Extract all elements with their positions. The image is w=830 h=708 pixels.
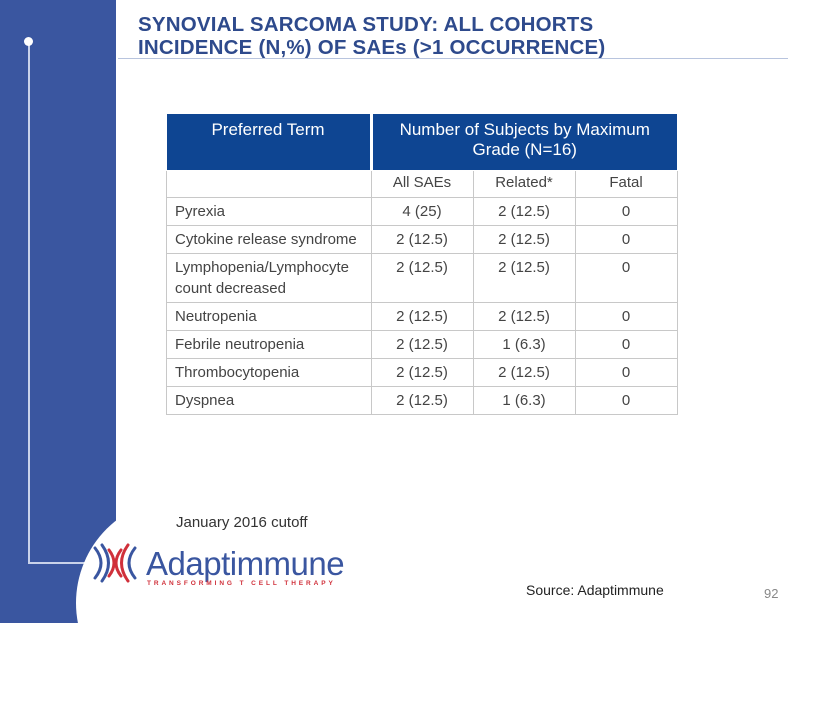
table-row: Febrile neutropenia 2 (12.5) 1 (6.3) 0 bbox=[166, 330, 678, 359]
sidebar-band bbox=[0, 0, 116, 623]
cell-related: 1 (6.3) bbox=[472, 330, 576, 359]
cell-term: Neutropenia bbox=[166, 302, 372, 331]
logo-wordmark: Adaptimmune bbox=[146, 545, 345, 582]
cell-term: Dyspnea bbox=[166, 386, 372, 415]
cell-related: 2 (12.5) bbox=[472, 197, 576, 226]
cell-term: Febrile neutropenia bbox=[166, 330, 372, 359]
cell-fatal: 0 bbox=[574, 302, 678, 331]
cell-term: Pyrexia bbox=[166, 197, 372, 226]
table-row: Dyspnea 2 (12.5) 1 (6.3) 0 bbox=[166, 386, 678, 415]
subheader-related: Related* bbox=[472, 170, 576, 198]
logo-tagline: TRANSFORMING T CELL THERAPY bbox=[147, 580, 336, 587]
table-header-row: Preferred Term Number of Subjects by Max… bbox=[166, 114, 677, 171]
table-row: Neutropenia 2 (12.5) 2 (12.5) 0 bbox=[166, 302, 678, 331]
table-row: Thrombocytopenia 2 (12.5) 2 (12.5) 0 bbox=[166, 358, 678, 387]
cell-fatal: 0 bbox=[574, 253, 678, 303]
subheader-all-saes: All SAEs bbox=[370, 170, 474, 198]
cutoff-note: January 2016 cutoff bbox=[176, 514, 308, 531]
cell-related: 2 (12.5) bbox=[472, 253, 576, 303]
adaptimmune-logo-icon bbox=[93, 543, 137, 583]
slide-title-line-1: SYNOVIAL SARCOMA STUDY: ALL COHORTS bbox=[138, 13, 594, 36]
header-preferred-term: Preferred Term bbox=[166, 114, 373, 171]
cell-all-saes: 2 (12.5) bbox=[370, 330, 474, 359]
slide-title-line-2: INCIDENCE (N,%) OF SAEs (>1 OCCURRENCE) bbox=[138, 36, 606, 59]
slide-title: SYNOVIAL SARCOMA STUDY: ALL COHORTS INCI… bbox=[138, 13, 798, 59]
page-number: 92 bbox=[764, 586, 779, 601]
cell-term: Lymphopenia/Lymphocyte count decreased bbox=[166, 253, 372, 303]
cell-all-saes: 2 (12.5) bbox=[370, 253, 474, 303]
cell-fatal: 0 bbox=[574, 358, 678, 387]
decorative-horizontal-line bbox=[28, 562, 88, 564]
sae-table: Preferred Term Number of Subjects by Max… bbox=[166, 114, 678, 415]
cell-related: 2 (12.5) bbox=[472, 225, 576, 254]
table-row: Pyrexia 4 (25) 2 (12.5) 0 bbox=[166, 197, 678, 226]
cell-fatal: 0 bbox=[574, 386, 678, 415]
cell-related: 1 (6.3) bbox=[472, 386, 576, 415]
cell-all-saes: 2 (12.5) bbox=[370, 358, 474, 387]
cell-all-saes: 2 (12.5) bbox=[370, 225, 474, 254]
source-note: Source: Adaptimmune bbox=[526, 582, 664, 598]
cell-related: 2 (12.5) bbox=[472, 358, 576, 387]
decorative-dot bbox=[24, 37, 33, 46]
cell-term: Cytokine release syndrome bbox=[166, 225, 372, 254]
decorative-vertical-line bbox=[28, 42, 30, 563]
table-subheader-row: All SAEs Related* Fatal bbox=[166, 170, 678, 198]
cell-fatal: 0 bbox=[574, 197, 678, 226]
header-subject-count: Number of Subjects by Maximum Grade (N=1… bbox=[371, 114, 677, 171]
cell-related: 2 (12.5) bbox=[472, 302, 576, 331]
cell-fatal: 0 bbox=[574, 225, 678, 254]
cell-term: Thrombocytopenia bbox=[166, 358, 372, 387]
cell-all-saes: 2 (12.5) bbox=[370, 386, 474, 415]
subheader-fatal: Fatal bbox=[574, 170, 678, 198]
cell-fatal: 0 bbox=[574, 330, 678, 359]
title-divider bbox=[118, 58, 788, 59]
subheader-empty bbox=[166, 170, 372, 198]
table-row: Cytokine release syndrome 2 (12.5) 2 (12… bbox=[166, 225, 678, 254]
cell-all-saes: 4 (25) bbox=[370, 197, 474, 226]
cell-all-saes: 2 (12.5) bbox=[370, 302, 474, 331]
table-row: Lymphopenia/Lymphocyte count decreased 2… bbox=[166, 253, 678, 303]
